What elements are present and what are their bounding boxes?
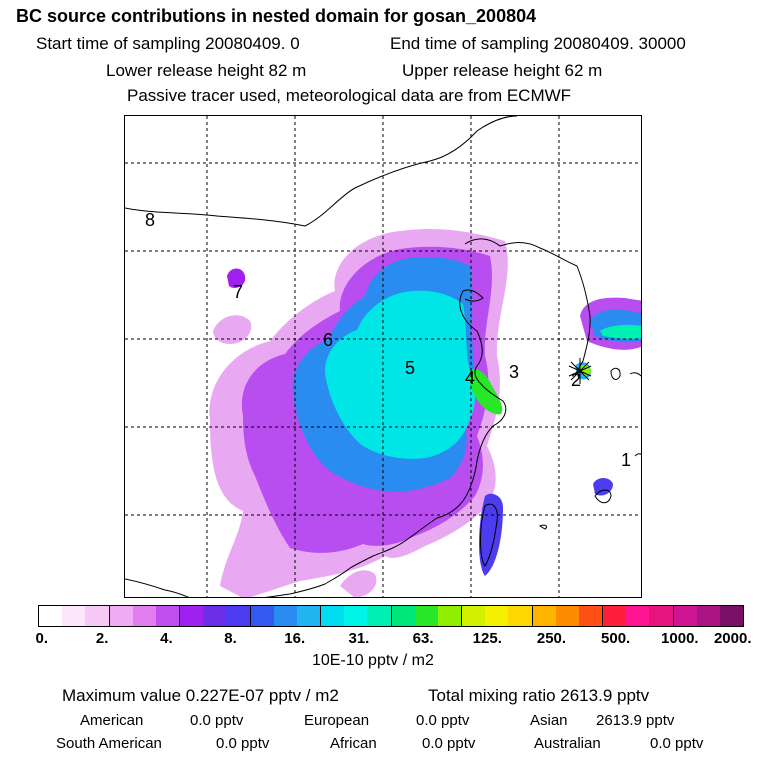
colorbar-segment: [719, 606, 744, 626]
colorbar-segment: [437, 606, 463, 626]
source-european-name: European: [304, 712, 370, 729]
colorbar-tick-label: 0.: [35, 630, 49, 647]
source-asian-name: Asian: [530, 712, 568, 729]
colorbar-tick-label: 250.: [536, 630, 567, 647]
region-label-2: 2: [571, 370, 581, 390]
source-african-name: African: [330, 735, 377, 752]
coastlines: [125, 116, 641, 597]
tracer-note: Passive tracer used, meteorological data…: [127, 86, 572, 105]
colorbar-segment: [367, 606, 392, 626]
region-label-3: 3: [509, 362, 519, 382]
source-south-american-value: 0.0 pptv: [216, 735, 270, 752]
colorbar-segment: [250, 606, 274, 626]
colorbar-segment: [226, 606, 251, 626]
region-label-1: 1: [621, 450, 631, 470]
colorbar-tick-label: 125.: [472, 630, 502, 647]
colorbar-segment: [62, 606, 86, 626]
colorbar-segment: [321, 606, 345, 626]
total-mixing-ratio-label: Total mixing ratio 2613.9 pptv: [428, 686, 650, 705]
lower-height-label: Lower release height 82 m: [106, 61, 307, 80]
region-label-6: 6: [323, 330, 333, 350]
region-label-5: 5: [405, 358, 415, 378]
region-label-4: 4: [465, 368, 475, 388]
plume-layer-cyan: [325, 290, 641, 459]
region-label-7: 7: [233, 282, 243, 302]
colorbar-segment: [132, 606, 156, 626]
colorbar-segment: [626, 606, 650, 626]
source-american-name: American: [80, 712, 144, 729]
source-australian-value: 0.0 pptv: [650, 735, 704, 752]
source-asian-value: 2613.9 pptv: [596, 712, 675, 729]
colorbar-segment: [273, 606, 297, 626]
colorbar-segment: [649, 606, 674, 626]
colorbar-segment: [603, 606, 627, 626]
contribution-map: 8 7 6 5 4 3 2 1: [124, 115, 642, 598]
colorbar-segment: [391, 606, 415, 626]
end-time-label: End time of sampling 20080409. 30000: [390, 34, 686, 53]
colorbar-tick-label: 31.: [348, 630, 370, 647]
source-european-value: 0.0 pptv: [416, 712, 470, 729]
colorbar-tick-label: 16.: [284, 630, 306, 647]
colorbar-tick-label: 1000.: [661, 630, 699, 647]
colorbar-segment: [296, 606, 322, 626]
upper-height-label: Upper release height 62 m: [402, 61, 603, 80]
colorbar-segment: [485, 606, 509, 626]
source-australian-name: Australian: [534, 735, 601, 752]
max-value-label: Maximum value 0.227E-07 pptv / m2: [62, 686, 339, 705]
map-canvas: 8 7 6 5 4 3 2 1: [125, 116, 641, 597]
region-label-8: 8: [145, 210, 155, 230]
colorbar-tick-label: 4.: [160, 630, 173, 647]
plot-title: BC source contributions in nested domain…: [16, 6, 537, 26]
colorbar-segment: [203, 606, 227, 626]
region-labels: 8 7 6 5 4 3 2 1: [145, 210, 631, 470]
colorbar-segment: [180, 606, 204, 626]
colorbar-segment: [673, 606, 697, 626]
colorbar-segment: [344, 606, 368, 626]
colorbar: [38, 605, 744, 627]
colorbar-tick-label: 2.: [95, 630, 109, 647]
colorbar-segment: [414, 606, 438, 626]
colorbar-segment: [555, 606, 579, 626]
colorbar-tick-label: 8.: [224, 630, 237, 647]
source-american-value: 0.0 pptv: [190, 712, 244, 729]
colorbar-segment: [155, 606, 181, 626]
colorbar-segment: [532, 606, 556, 626]
colorbar-tick-label: 63.: [412, 630, 434, 647]
colorbar-segment: [462, 606, 486, 626]
source-african-value: 0.0 pptv: [422, 735, 476, 752]
colorbar-segment: [578, 606, 604, 626]
colorbar-tick-label: 2000.: [713, 630, 752, 647]
grid-lines: [125, 116, 641, 597]
start-time-label: Start time of sampling 20080409. 0: [36, 34, 300, 53]
colorbar-segment: [109, 606, 133, 626]
colorbar-units: 10E-10 pptv / m2: [312, 652, 434, 669]
release-site-marker: [568, 358, 592, 384]
colorbar-segment: [85, 606, 110, 626]
colorbar-tick-label: 500.: [601, 630, 631, 647]
colorbar-segment: [39, 606, 63, 626]
colorbar-segment: [696, 606, 720, 626]
colorbar-segment: [508, 606, 533, 626]
source-south-american-name: South American: [56, 735, 162, 752]
